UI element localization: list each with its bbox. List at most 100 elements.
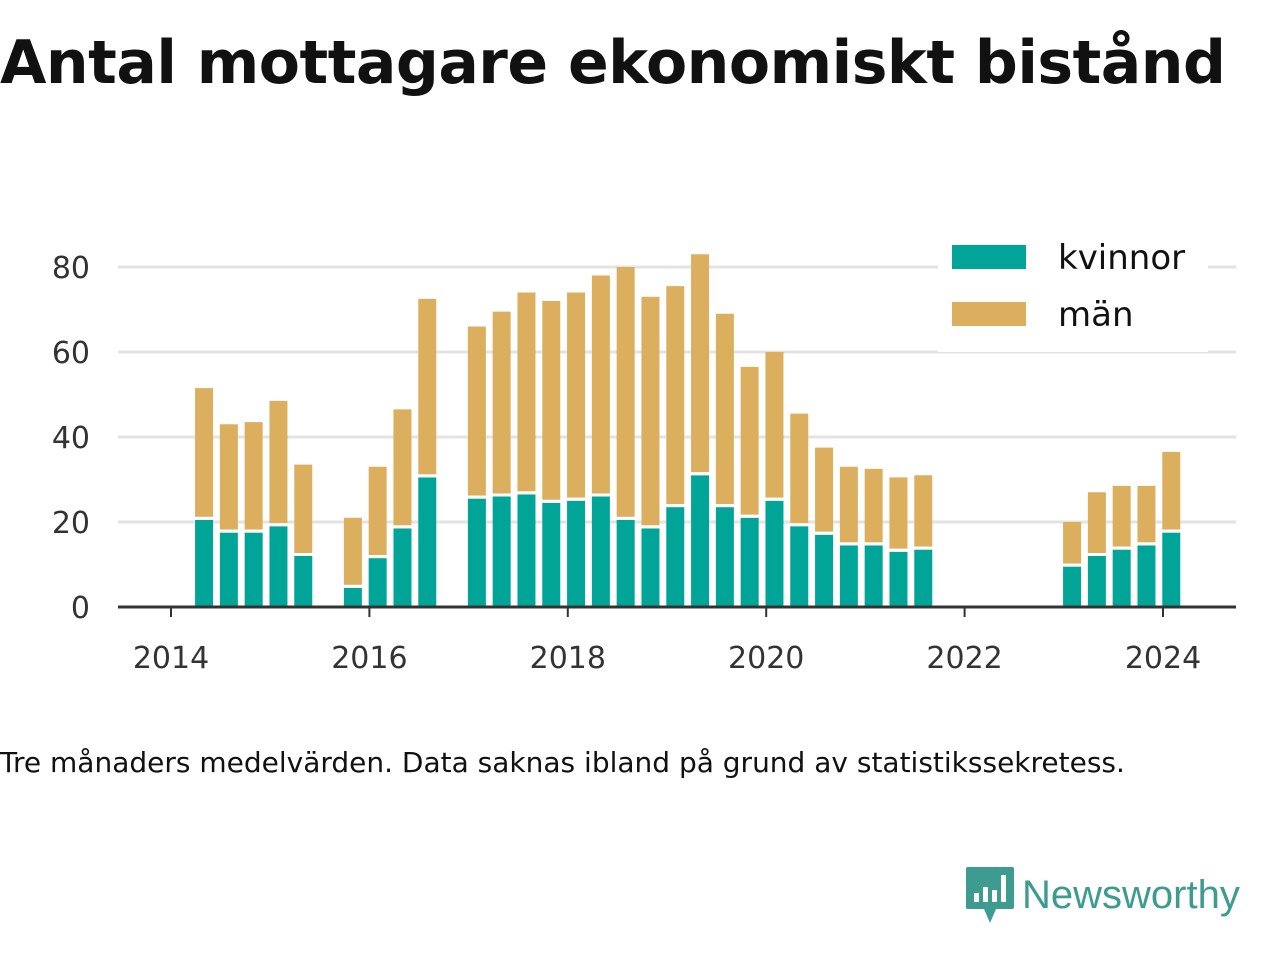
bar-man (889, 477, 908, 549)
bar-separator (765, 497, 784, 501)
bar-kvinnor (914, 549, 933, 607)
bar-man (492, 311, 511, 494)
bar-separator (616, 516, 635, 520)
bar-separator (1063, 563, 1082, 567)
legend-swatch-kvinnor (952, 245, 1026, 269)
bar-separator (492, 493, 511, 497)
bar-separator (1087, 553, 1106, 556)
chart-caption: Tre månaders medelvärden. Data saknas ib… (0, 746, 1125, 779)
bar-man (1112, 485, 1131, 547)
bar-man (641, 296, 660, 526)
bar-kvinnor (691, 475, 710, 607)
bar-kvinnor (591, 496, 610, 607)
bar-man (715, 313, 734, 505)
bar-man (666, 286, 685, 505)
bar-man (418, 298, 437, 475)
bar-kvinnor (1112, 549, 1131, 607)
bar-separator (467, 495, 486, 499)
bar-man (393, 409, 412, 526)
bar-separator (691, 472, 710, 476)
bar-separator (393, 525, 412, 529)
bar-man (1063, 522, 1082, 564)
bar-man (567, 292, 586, 498)
bar-man (591, 275, 610, 494)
bar-separator (864, 542, 883, 546)
bar-kvinnor (889, 551, 908, 607)
axis-layer: 0 20 40 60 80 2014 2016 2018 2020 2022 2024 (52, 251, 1236, 676)
bar-separator (815, 531, 834, 535)
bar-kvinnor (368, 558, 387, 607)
bar-separator (1162, 529, 1181, 533)
bar-separator (740, 514, 759, 518)
bar-kvinnor (219, 532, 238, 607)
chart: 0 20 40 60 80 2014 2016 2018 2020 2022 2024 kvinno… (51, 232, 1236, 676)
bar-kvinnor (1063, 566, 1082, 607)
bar-separator (517, 491, 536, 495)
bar-separator (839, 542, 858, 546)
brand[interactable]: Newsworthy (964, 864, 1240, 926)
bar-man (1087, 492, 1106, 553)
bar-man (1162, 451, 1181, 530)
bar-kvinnor (616, 519, 635, 607)
bar-separator (889, 548, 908, 552)
y-tick-label: 0 (71, 591, 90, 626)
bar-man (219, 424, 238, 530)
bar-man (269, 400, 288, 524)
bar-kvinnor (294, 556, 313, 607)
bar-separator (294, 553, 313, 556)
bar-separator (244, 529, 263, 533)
bar-kvinnor (517, 494, 536, 607)
bar-man (467, 326, 486, 496)
bar-man (294, 464, 313, 553)
bar-kvinnor (765, 500, 784, 607)
newsworthy-logo-icon (966, 867, 1014, 923)
bar-separator (790, 523, 809, 527)
bar-man (616, 267, 635, 517)
bar-man (244, 422, 263, 530)
bar-separator (343, 584, 362, 588)
legend: kvinnor män (938, 232, 1208, 352)
legend-label: kvinnor (1058, 238, 1185, 278)
bar-separator (269, 523, 288, 527)
bar-man (914, 475, 933, 547)
bars-layer (195, 254, 1181, 607)
x-tick-label: 2024 (1125, 641, 1201, 676)
bar-man (368, 466, 387, 556)
x-tick-label: 2014 (133, 641, 209, 676)
bar-kvinnor (740, 517, 759, 607)
brand-name: Newsworthy (1022, 872, 1240, 917)
bar-kvinnor (343, 587, 362, 607)
bar-separator (1112, 546, 1131, 550)
bar-kvinnor (715, 507, 734, 607)
bar-kvinnor (666, 507, 685, 607)
bar-kvinnor (641, 528, 660, 607)
bar-kvinnor (790, 526, 809, 607)
x-tick-label: 2018 (530, 641, 606, 676)
legend-swatch-man (952, 302, 1026, 326)
bar-man (691, 254, 710, 473)
bar-separator (219, 529, 238, 533)
bar-man (740, 366, 759, 515)
bar-kvinnor (839, 545, 858, 607)
bar-separator (542, 499, 561, 503)
bar-man (839, 466, 858, 543)
x-tick-label: 2016 (331, 641, 407, 676)
bar-man (195, 388, 214, 517)
bar-kvinnor (269, 526, 288, 607)
bar-separator (567, 497, 586, 501)
bar-kvinnor (244, 532, 263, 607)
bar-kvinnor (815, 534, 834, 607)
bar-separator (641, 525, 660, 529)
bar-man (765, 352, 784, 498)
bar-separator (1137, 542, 1156, 546)
bar-kvinnor (418, 477, 437, 607)
bar-man (864, 468, 883, 543)
bar-kvinnor (864, 545, 883, 607)
x-tick-label: 2020 (728, 641, 804, 676)
bar-man (1137, 485, 1156, 543)
y-tick-label: 20 (52, 506, 90, 541)
bar-man (790, 413, 809, 524)
bar-man (343, 517, 362, 585)
y-tick-label: 80 (52, 251, 90, 286)
bar-kvinnor (567, 500, 586, 607)
